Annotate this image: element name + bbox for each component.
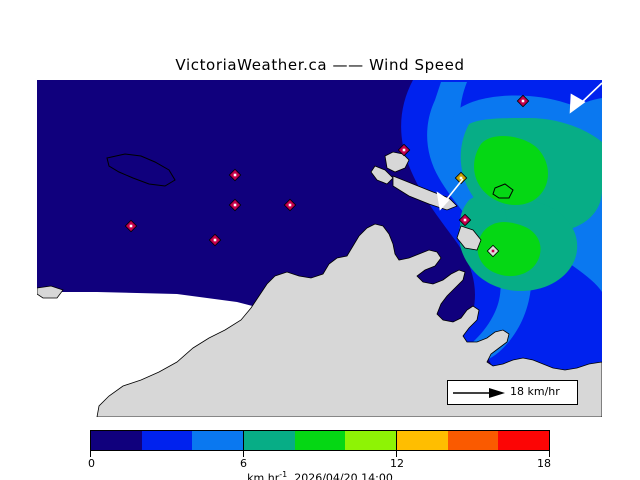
station-marker-group[interactable]	[124, 94, 530, 258]
wind-vector-legend-label: 18 km/hr	[510, 385, 560, 398]
colorbar-segment-2[interactable]	[192, 431, 245, 450]
colorbar-timestamp: 2026/04/20 14:00	[294, 471, 393, 480]
colorbar-caption: km hr-1 2026/04/20 14:00	[90, 470, 550, 480]
wind-arrow-icon	[453, 388, 505, 398]
land-island-west	[37, 285, 64, 299]
contour-band-2-4-arm	[401, 80, 511, 380]
contour-band-8-10-south	[477, 222, 541, 277]
colorbar-units: km hr	[247, 471, 280, 480]
colorbar-segment-7[interactable]	[447, 431, 499, 450]
colorbar-label-12: 12	[390, 457, 404, 470]
wind-barb-inlet	[436, 178, 464, 211]
colorbar-segment-5[interactable]	[345, 431, 398, 450]
colorbar-label-0: 0	[88, 457, 95, 470]
wind-barb-northeast	[569, 82, 602, 114]
wind-vector-legend: 18 km/hr	[447, 380, 578, 405]
colorbar-segment-1[interactable]	[141, 431, 193, 450]
colorbar-units-exponent: -1	[279, 470, 288, 479]
station-marker[interactable]	[208, 233, 222, 247]
colorbar-tick-0	[90, 451, 91, 457]
colorbar-tick-labels: 0 6 12 18	[88, 457, 551, 471]
station-marker[interactable]	[454, 171, 468, 185]
station-marker[interactable]	[458, 213, 472, 227]
colorbar-segment-0[interactable]	[91, 431, 142, 450]
colorbar-segment-4[interactable]	[294, 431, 346, 450]
colorbar-ticks	[90, 451, 550, 459]
colorbar-segment-8[interactable]	[498, 431, 550, 450]
station-marker[interactable]	[486, 244, 500, 258]
colorbar-label-6: 6	[240, 457, 247, 470]
colorbar: 0 6 12 18 km hr-1 2026/04/20 14:00	[88, 430, 551, 480]
land-peninsula-north	[384, 151, 410, 173]
island-outline-east	[492, 183, 514, 199]
land-island-small	[370, 165, 394, 185]
map-canvas	[37, 80, 602, 417]
wind-barb-group	[436, 82, 602, 211]
colorbar-tick-18	[549, 451, 550, 457]
colorbar-swatches[interactable]	[90, 430, 550, 451]
colorbar-tick-6	[243, 451, 244, 457]
station-marker[interactable]	[228, 198, 242, 212]
land-island-east	[456, 225, 482, 251]
colorbar-label-18: 18	[537, 457, 551, 470]
station-marker[interactable]	[283, 198, 297, 212]
page-title: VictoriaWeather.ca —— Wind Speed	[175, 56, 465, 74]
station-marker[interactable]	[397, 143, 411, 157]
colorbar-segment-3[interactable]	[244, 431, 295, 450]
wind-speed-contour-map[interactable]	[37, 80, 602, 417]
colorbar-tick-12	[396, 451, 397, 457]
island-outline-west	[106, 153, 176, 187]
colorbar-segment-6[interactable]	[397, 431, 448, 450]
station-marker[interactable]	[228, 168, 242, 182]
station-marker[interactable]	[124, 219, 138, 233]
land-main	[96, 223, 602, 417]
contour-band-8-10-north	[474, 136, 548, 205]
station-marker[interactable]	[516, 94, 530, 108]
